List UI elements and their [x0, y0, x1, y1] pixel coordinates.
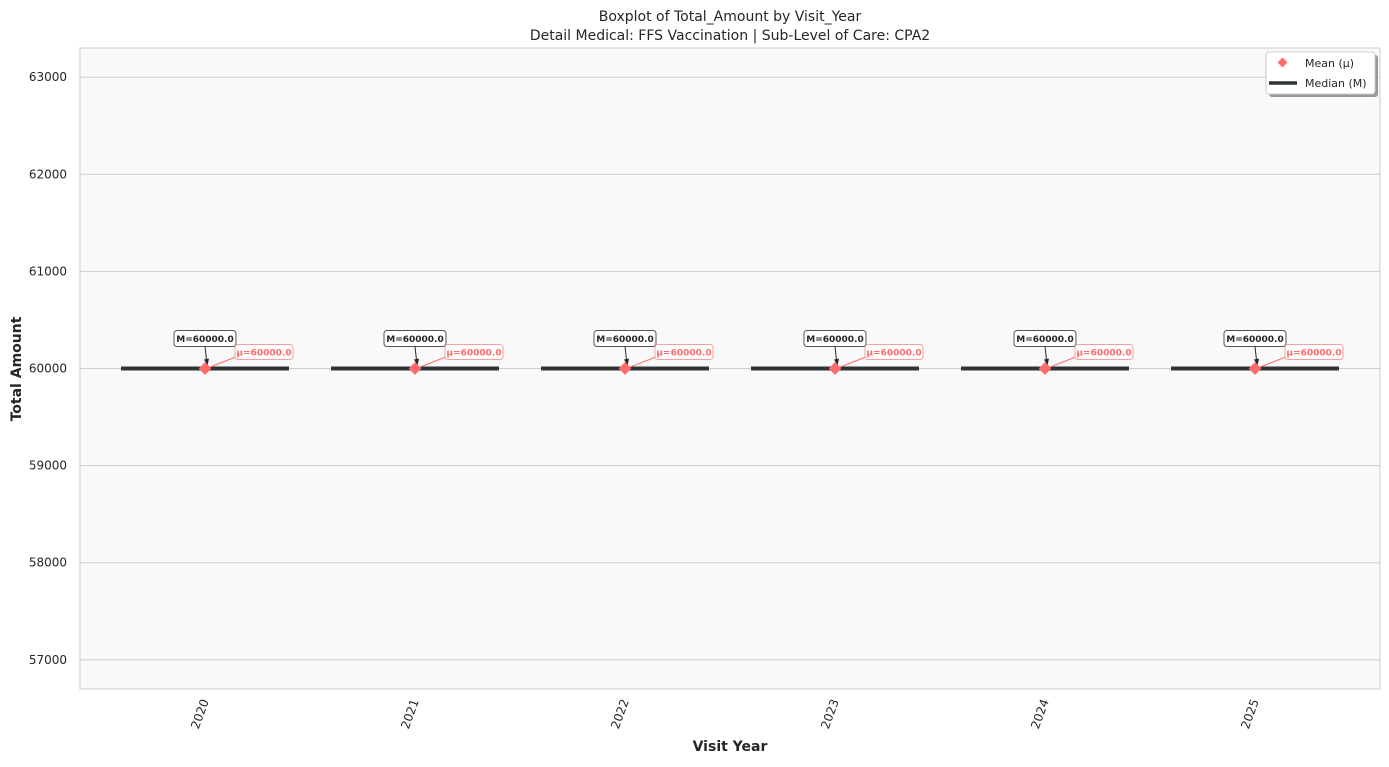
- y-tick-label: 58000: [29, 556, 67, 570]
- median-annotation-label: M=60000.0: [1016, 335, 1074, 345]
- box-group: M=60000.0μ=60000.0: [1171, 330, 1344, 375]
- mean-annotation-connector: [1258, 356, 1288, 368]
- mean-annotation-connector: [628, 356, 658, 368]
- mean-annotation-connector: [1048, 356, 1078, 368]
- x-tick-label: 2020: [188, 697, 212, 730]
- median-annotation-arrowhead: [414, 358, 419, 366]
- mean-annotation-box: [1284, 344, 1344, 360]
- y-tick-label: 59000: [29, 459, 67, 473]
- mean-annotation-box: [654, 344, 714, 360]
- median-annotation-label: M=60000.0: [806, 335, 864, 345]
- mean-annotation-label: μ=60000.0: [866, 349, 921, 359]
- x-axis-ticks: 2020 2021 2022 2023 2024 2025: [188, 697, 1262, 730]
- mean-marker: [198, 362, 212, 375]
- y-tick-label: 63000: [29, 70, 67, 84]
- x-axis-label: Visit Year: [693, 739, 768, 755]
- median-annotation-label: M=60000.0: [1226, 335, 1284, 345]
- median-annotation-label: M=60000.0: [176, 335, 234, 345]
- legend-mean-label: Mean (μ): [1305, 57, 1354, 70]
- y-tick-label: 61000: [29, 264, 67, 278]
- box-group: M=60000.0μ=60000.0: [961, 330, 1134, 375]
- box-group: M=60000.0μ=60000.0: [121, 330, 294, 375]
- median-annotation-arrowhead: [834, 358, 839, 366]
- box-group: M=60000.0μ=60000.0: [331, 330, 504, 375]
- legend-median-label: Median (M): [1305, 77, 1367, 90]
- chart-title: Boxplot of Total_Amount by Visit_Year: [599, 9, 862, 25]
- mean-marker: [408, 362, 422, 375]
- y-tick-label: 57000: [29, 653, 67, 667]
- mean-annotation-label: μ=60000.0: [236, 349, 291, 359]
- mean-annotation-box: [234, 344, 294, 360]
- grid-lines: [80, 76, 1380, 661]
- series: M=60000.0μ=60000.0M=60000.0μ=60000.0M=60…: [121, 330, 1344, 375]
- x-tick-label: 2023: [818, 697, 842, 730]
- median-annotation-arrowhead: [624, 358, 629, 366]
- median-annotation-label: M=60000.0: [596, 335, 654, 345]
- mean-annotation-label: μ=60000.0: [446, 349, 501, 359]
- median-annotation-arrowhead: [204, 358, 209, 366]
- mean-annotation-label: μ=60000.0: [1286, 349, 1341, 359]
- median-annotation-arrowhead: [1044, 358, 1049, 366]
- mean-annotation-label: μ=60000.0: [1076, 349, 1131, 359]
- legend: Mean (μ) Median (M): [1265, 51, 1378, 97]
- mean-annotation-box: [444, 344, 504, 360]
- x-tick-label: 2021: [398, 697, 422, 730]
- y-axis-label: Total Amount: [9, 316, 25, 421]
- mean-annotation-label: μ=60000.0: [656, 349, 711, 359]
- legend-mean-marker: [1277, 57, 1288, 68]
- y-tick-label: 62000: [29, 167, 67, 181]
- median-annotation-arrowhead: [1254, 358, 1259, 366]
- mean-annotation-connector: [208, 356, 238, 368]
- box-group: M=60000.0μ=60000.0: [541, 330, 714, 375]
- mean-annotation-connector: [418, 356, 448, 368]
- x-tick-label: 2025: [1238, 697, 1262, 730]
- mean-annotation-box: [1074, 344, 1134, 360]
- y-axis-ticks: 57000 58000 59000 60000 61000 62000 63000: [29, 70, 67, 667]
- median-annotation-label: M=60000.0: [386, 335, 444, 345]
- x-tick-label: 2024: [1028, 697, 1052, 730]
- mean-annotation-box: [864, 344, 924, 360]
- y-tick-label: 60000: [29, 362, 67, 376]
- chart-subtitle: Detail Medical: FFS Vaccination | Sub-Le…: [530, 28, 930, 44]
- x-tick-label: 2022: [608, 697, 632, 730]
- mean-annotation-connector: [838, 356, 868, 368]
